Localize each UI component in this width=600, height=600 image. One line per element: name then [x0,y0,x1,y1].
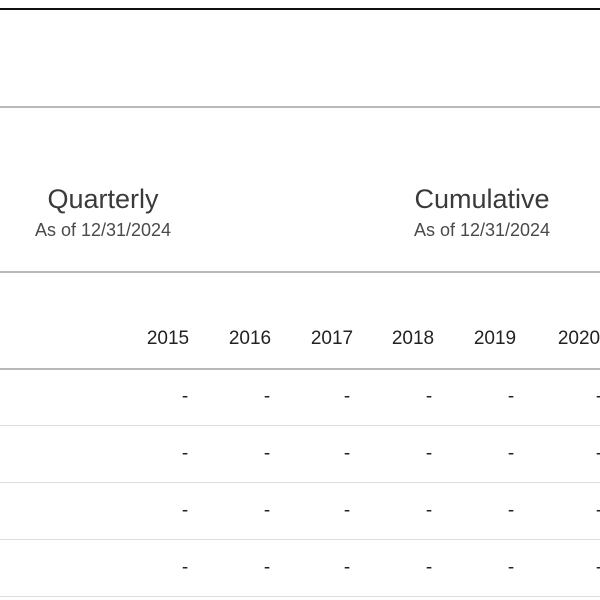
cumulative-as-of: As of 12/31/2024 [413,220,551,240]
year-header-2018: 2018 [391,328,435,349]
quarterly-header: Quarterly As of 12/31/2024 [0,183,233,241]
table-row: - - - - - - [0,540,600,596]
year-header-2017: 2017 [310,328,354,349]
row-divider [0,596,600,597]
table-cell: - [559,499,600,523]
table-cell: - [343,500,351,521]
table-row: - - - - - - [0,483,600,539]
cumulative-header: Cumulative As of 12/31/2024 [352,183,600,241]
row-divider [0,539,600,540]
year-header-2015: 2015 [146,328,190,349]
table-row: - - - - - - [0,426,600,482]
table-cell: - [343,386,351,407]
table-cell: - [263,557,271,578]
header-divider-top [0,106,600,108]
year-header-2020: 2020 [557,328,600,349]
table-cell: - [181,500,189,521]
table-cell: - [343,557,351,578]
table-top-border [0,8,600,10]
quarterly-as-of: As of 12/31/2024 [34,220,172,240]
table-cell: - [181,386,189,407]
table-cell: - [559,442,600,466]
column-header-divider [0,368,600,370]
table-cell: - [425,557,433,578]
table-cell: - [559,385,600,409]
table-cell: - [507,557,515,578]
row-divider [0,482,600,483]
year-header-row: 2015 2016 2017 2018 2019 2020 [0,326,600,352]
table-cell: - [263,500,271,521]
cumulative-title: Cumulative [414,184,550,214]
table-cell: - [425,500,433,521]
table-cell: - [425,386,433,407]
table-cell: - [343,443,351,464]
table-cell: - [507,500,515,521]
header-divider-middle [0,271,600,273]
year-header-2016: 2016 [228,328,272,349]
table-cell: - [425,443,433,464]
table-cell: - [507,443,515,464]
table-cell: - [263,386,271,407]
table-cell: - [263,443,271,464]
quarterly-title: Quarterly [47,184,159,214]
row-divider [0,425,600,426]
table-cell: - [559,556,600,580]
table-cell: - [507,386,515,407]
table-cell: - [181,557,189,578]
table-cell: - [181,443,189,464]
table-row: - - - - - - [0,369,600,425]
year-header-2019: 2019 [473,328,517,349]
